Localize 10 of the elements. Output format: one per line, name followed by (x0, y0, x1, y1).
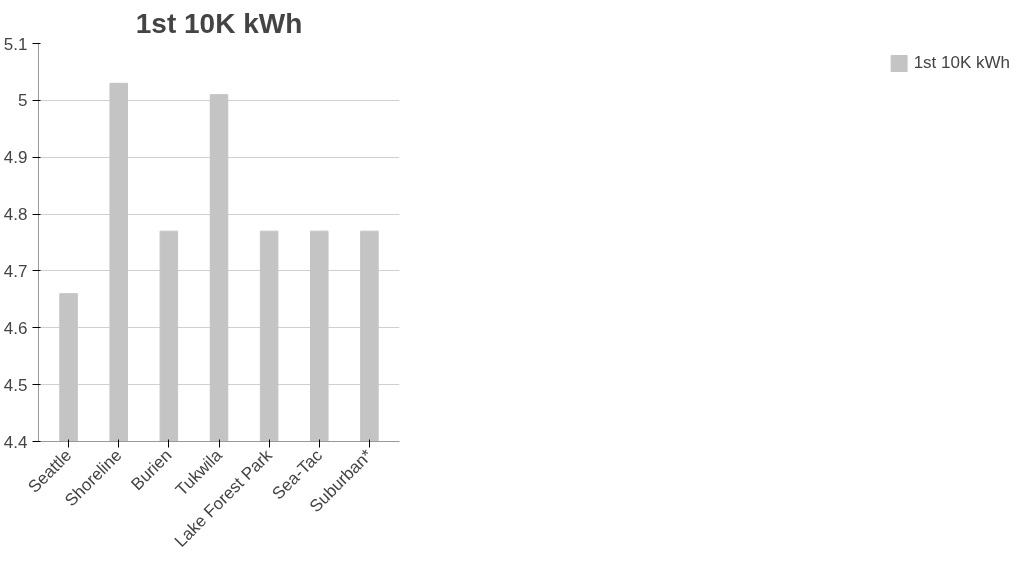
y-tick-label: 5.1 (3, 34, 28, 54)
y-tick-label: 4.6 (3, 318, 28, 338)
legend-label: 1st 10K kWh (913, 53, 1010, 73)
y-tick-label: 4.4 (3, 432, 28, 452)
chart-title: 1st 10K kWh (135, 7, 303, 39)
y-tick-label: 4.7 (3, 261, 28, 281)
y-tick-label: 4.8 (3, 205, 28, 225)
y-tick-label: 4.9 (3, 148, 28, 168)
y-tick-label: 5 (18, 91, 28, 111)
y-tick-label: 4.5 (3, 375, 28, 395)
